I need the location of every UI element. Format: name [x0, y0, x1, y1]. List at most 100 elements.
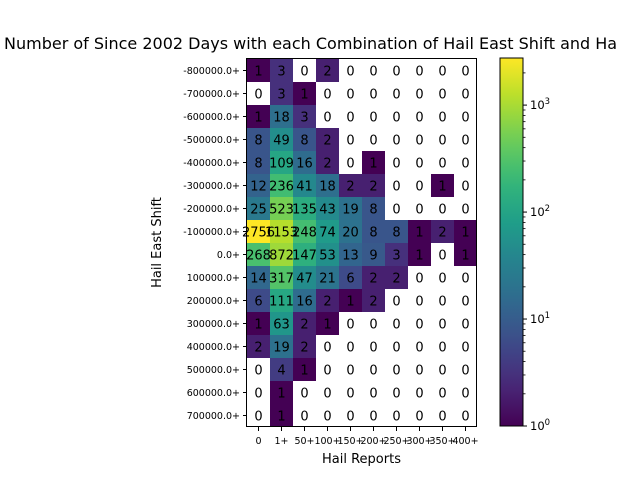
cell-value-label: 0 [392, 88, 400, 103]
cell-value-label: 0 [415, 318, 423, 333]
heatmap-cell [431, 220, 454, 243]
cell-value-label: 0 [254, 364, 262, 379]
heatmap-cell [362, 381, 385, 404]
cell-value-label: 0 [392, 65, 400, 80]
heatmap-cell [339, 128, 362, 151]
cell-value-label: 2 [323, 65, 331, 80]
plot-frame [246, 58, 477, 427]
cell-value-label: 25 [250, 203, 267, 218]
heatmap-cell [293, 105, 316, 128]
heatmap-cell [316, 266, 339, 289]
cell-value-label: 9 [369, 249, 377, 264]
heatmap-cell [408, 151, 431, 174]
heatmap-cell [293, 59, 316, 82]
cell-value-label: 13 [342, 249, 359, 264]
cell-value-label: 0 [346, 318, 354, 333]
colorbar-ticks: 100 101 102 103 [523, 72, 550, 433]
cell-value-label: 1 [415, 249, 423, 264]
cell-value-label: 0 [415, 364, 423, 379]
cell-value-label: 0 [415, 387, 423, 402]
cell-value-label: 2 [254, 341, 262, 356]
heatmap-cells [247, 59, 477, 427]
cell-value-label: 0 [323, 387, 331, 402]
cell-value-label: 0 [323, 341, 331, 356]
heatmap-cell [431, 335, 454, 358]
cell-value-label: 0 [300, 410, 308, 425]
heatmap-cell [385, 358, 408, 381]
cell-value-label: 0 [438, 341, 446, 356]
heatmap-cell [362, 105, 385, 128]
heatmap-cell [247, 358, 270, 381]
y-tick-label: 600000.0+ [187, 388, 240, 399]
heatmap-cell [270, 197, 293, 220]
heatmap-cell [454, 59, 477, 82]
y-tick-label: -300000.0+ [183, 181, 240, 192]
heatmap-cell [454, 174, 477, 197]
cell-value-label: 0 [369, 111, 377, 126]
x-tick-label: 250+ [383, 436, 409, 447]
heatmap-cell [316, 197, 339, 220]
heatmap-cell [270, 266, 293, 289]
cell-value-label: 0 [346, 341, 354, 356]
cell-value-label: 248 [292, 226, 317, 241]
heatmap-cell [362, 404, 385, 427]
heatmap-cell [316, 358, 339, 381]
heatmap-cell [408, 381, 431, 404]
heatmap-cell [339, 312, 362, 335]
cell-value-label: 1 [277, 387, 285, 402]
cell-value-label: 0 [438, 295, 446, 310]
heatmap-cell [385, 266, 408, 289]
cell-value-label: 0 [346, 157, 354, 172]
cell-value-label: 2 [392, 272, 400, 287]
y-tick-label: 700000.0+ [187, 411, 240, 422]
heatmap-cell [339, 59, 362, 82]
cell-value-label: 0 [392, 180, 400, 195]
heatmap-cell [339, 105, 362, 128]
cell-value-label: 1 [254, 65, 262, 80]
heatmap-cell [362, 266, 385, 289]
cell-value-label: 0 [323, 410, 331, 425]
heatmap-cell [431, 82, 454, 105]
colorbar-tick-label: 102 [530, 204, 550, 219]
heatmap-cell [454, 197, 477, 220]
heatmap-cell [454, 312, 477, 335]
heatmap-cell [293, 151, 316, 174]
cell-value-label: 2 [438, 226, 446, 241]
heatmap-cell [293, 82, 316, 105]
heatmap-cell [316, 220, 339, 243]
cell-value-label: 523 [269, 203, 294, 218]
heatmap-cell [339, 358, 362, 381]
cell-value-label: 0 [415, 341, 423, 356]
cell-value-label: 0 [346, 364, 354, 379]
colorbar [499, 57, 524, 427]
cell-value-label: 0 [369, 364, 377, 379]
y-tick-label: 100000.0+ [187, 273, 240, 284]
cell-value-label: 1153 [265, 226, 298, 241]
heatmap-cell [408, 82, 431, 105]
cell-value-label: 0 [438, 272, 446, 287]
heatmap-cell [408, 128, 431, 151]
x-tick-label: 200+ [360, 436, 386, 447]
heatmap-cell [270, 243, 293, 266]
y-tick-label: -700000.0+ [183, 89, 240, 100]
cell-value-label: 0 [415, 88, 423, 103]
heatmap-cell [247, 404, 270, 427]
cell-value-label: 3 [277, 65, 285, 80]
cell-value-label: 18 [319, 180, 336, 195]
heatmap-cell [339, 174, 362, 197]
cell-value-label: 0 [438, 203, 446, 218]
cell-value-label: 53 [319, 249, 336, 264]
heatmap-cell [362, 358, 385, 381]
heatmap-cell [270, 312, 293, 335]
cell-value-label: 0 [461, 364, 469, 379]
heatmap-cell [270, 289, 293, 312]
cell-value-label: 16 [296, 157, 313, 172]
cell-value-label: 0 [346, 111, 354, 126]
heatmap-cell [385, 335, 408, 358]
cell-value-label: 0 [369, 134, 377, 149]
heatmap-cell [408, 105, 431, 128]
cell-value-label: 0 [461, 134, 469, 149]
cell-value-label: 111 [269, 295, 294, 310]
cell-value-label: 47 [296, 272, 313, 287]
x-axis-ticks: 0 1+ 50+ 100+150+200+250+300+350+400+ [255, 427, 479, 447]
